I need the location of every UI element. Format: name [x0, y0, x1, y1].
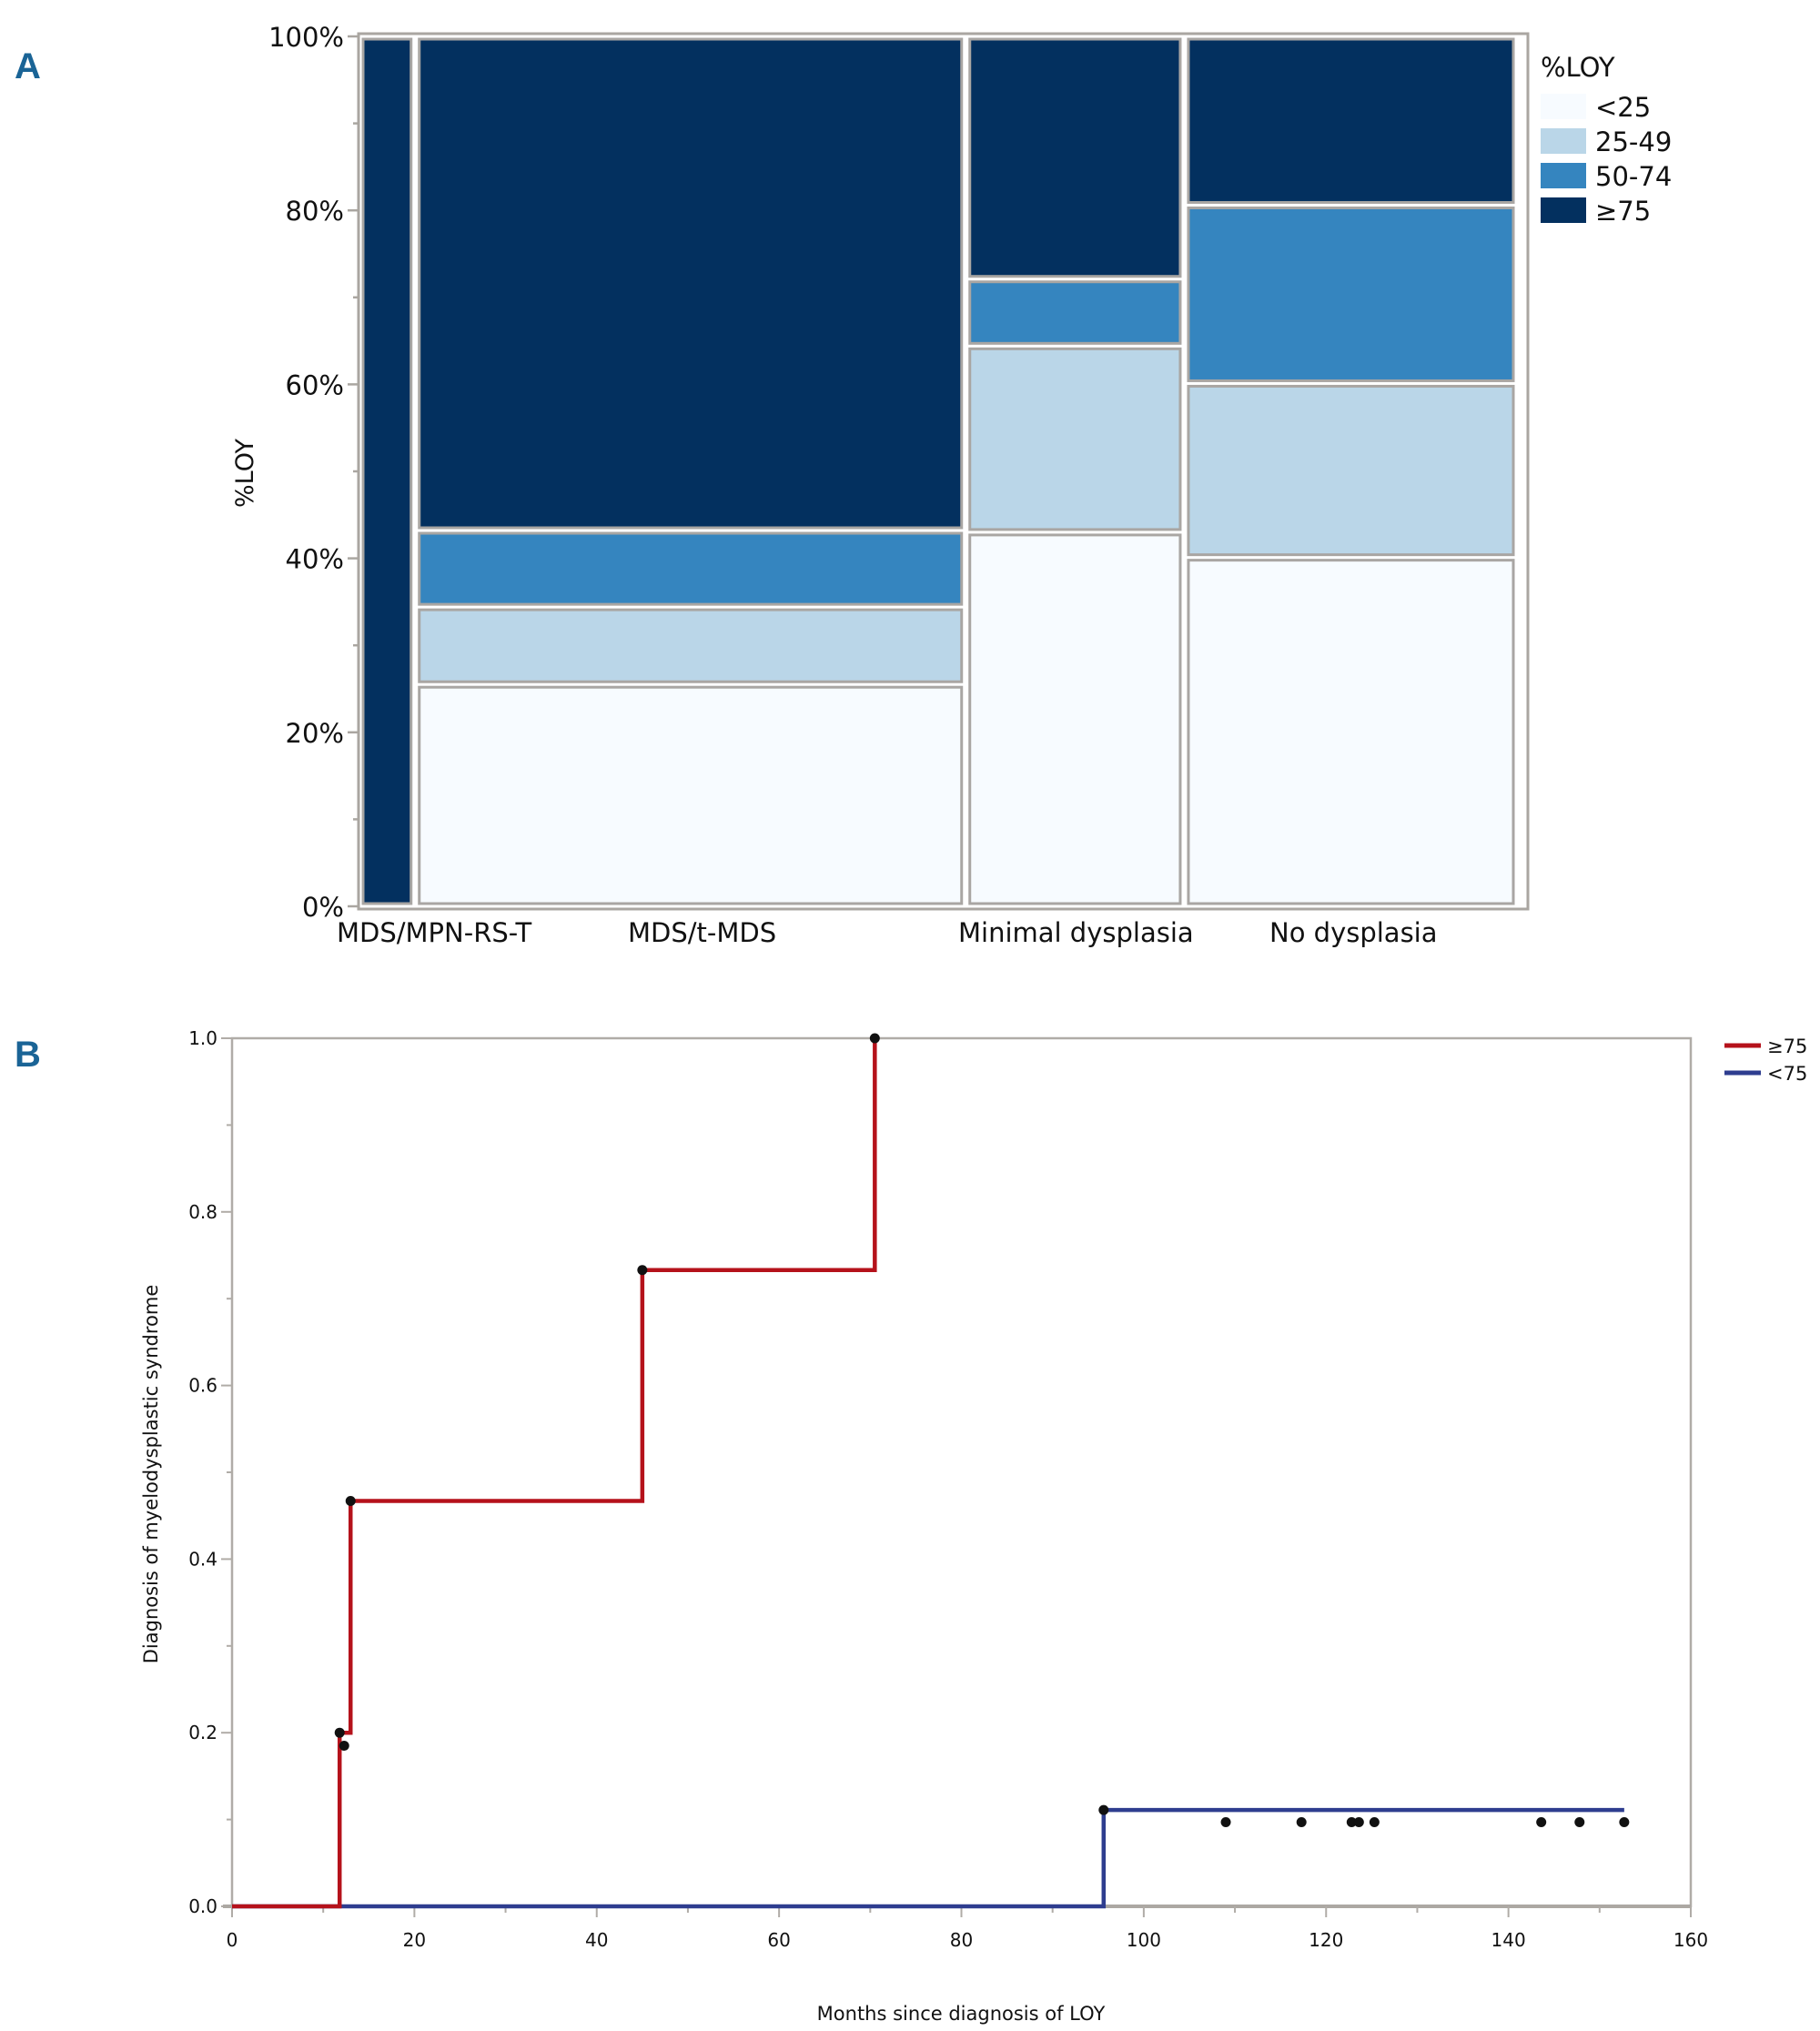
y-tick-label: 60%: [286, 369, 344, 400]
panel-b: B 0.0 0.2 0.4 0.6 0.8 1.0 0 20 40 60 80 100 120 140 1…: [15, 1027, 1807, 2025]
legend-label: 50-74: [1595, 161, 1672, 192]
x-axis-title: Months since diagnosis of LOY: [817, 2003, 1106, 2025]
y-tick-label: 100%: [268, 22, 344, 53]
y-tick-label: 0.2: [188, 1722, 217, 1743]
x-axis: MDS/MPN-RS-T MDS/t-MDS Minimal dysplasia No…: [337, 917, 1438, 948]
y-tick-label: 80%: [286, 196, 344, 227]
y-axis-title: %LOY: [231, 438, 259, 508]
censor-marker: [1574, 1816, 1585, 1827]
mosaic-cell: [418, 685, 964, 905]
mosaic-cell: [418, 531, 964, 606]
x-tick-label: 80: [950, 1929, 973, 1951]
x-tick-label: 140: [1491, 1929, 1526, 1951]
censor-marker: [1346, 1816, 1357, 1827]
legend-swatch: [1541, 94, 1586, 119]
legend-swatch: [1541, 128, 1586, 154]
censor-marker: [1296, 1816, 1307, 1827]
legend-label: <25: [1595, 92, 1651, 123]
mosaic-cells: [361, 37, 1515, 905]
mosaic-cell: [1187, 384, 1515, 557]
panel-a: A 0% 20% 40% 60% 80% 100% MDS/MPN-RS-T MDS/t-M…: [15, 22, 1672, 948]
legend-label: ≥75: [1595, 196, 1651, 227]
censor-marker: [1220, 1816, 1231, 1827]
x-tick-label: 100: [1127, 1929, 1161, 1951]
x-category-label: MDS/MPN-RS-T: [337, 917, 532, 948]
y-axis: 0% 20% 40% 60% 80% 100%: [268, 22, 360, 923]
legend-label: <75: [1767, 1063, 1807, 1085]
y-axis-title: Diagnosis of myelodysplastic syndrome: [140, 1285, 162, 1664]
panel-a-label: A: [15, 46, 41, 86]
mosaic-cell: [1187, 206, 1515, 382]
mosaic-cell: [361, 37, 413, 905]
x-axis: 0 20 40 60 80 100 120 140 160: [223, 1905, 1708, 1951]
x-category-label: No dysplasia: [1269, 917, 1438, 948]
censor-marker: [1098, 1804, 1109, 1815]
censor-marker: [345, 1495, 356, 1506]
mosaic-cell: [968, 280, 1182, 345]
y-tick-label: 0.6: [188, 1375, 217, 1397]
legend-title: %LOY: [1541, 52, 1615, 83]
y-tick-label: 0.8: [188, 1201, 217, 1223]
mosaic-cell: [1187, 559, 1515, 905]
plot-border: [230, 1036, 1693, 1908]
legend-label: 25-49: [1595, 126, 1672, 157]
mosaic-cell: [1187, 37, 1515, 204]
panel-b-label: B: [15, 1035, 41, 1075]
x-category-label: Minimal dysplasia: [958, 917, 1194, 948]
y-tick-label: 20%: [286, 718, 344, 749]
x-tick-label: 20: [403, 1929, 426, 1951]
series-lines: [232, 1038, 1624, 1909]
x-tick-label: 60: [767, 1929, 790, 1951]
mosaic-cell: [968, 533, 1182, 905]
mosaic-cell: [418, 37, 964, 530]
censor-marker: [339, 1741, 349, 1752]
censor-marker: [869, 1033, 880, 1044]
censor-marker: [637, 1265, 648, 1276]
series-line-ge75: [232, 1038, 877, 1909]
x-tick-label: 160: [1673, 1929, 1708, 1951]
y-tick-label: 0%: [302, 892, 344, 923]
y-tick-label: 40%: [286, 544, 344, 575]
mosaic-cell: [968, 347, 1182, 531]
mosaic-cell: [968, 37, 1182, 278]
y-tick-label: 0.0: [188, 1895, 217, 1917]
legend-swatch: [1541, 197, 1586, 223]
x-tick-label: 0: [227, 1929, 238, 1951]
x-tick-label: 40: [585, 1929, 608, 1951]
legend-label: ≥75: [1767, 1036, 1807, 1057]
y-tick-label: 0.4: [188, 1548, 217, 1570]
series-line-lt75: [232, 1807, 1624, 1909]
y-axis: 0.0 0.2 0.4 0.6 0.8 1.0: [188, 1027, 232, 1917]
censor-marker: [1536, 1816, 1547, 1827]
y-tick-label: 1.0: [188, 1027, 217, 1049]
censor-marker: [1619, 1816, 1630, 1827]
legend-swatch: [1541, 163, 1586, 188]
censor-marker: [334, 1727, 345, 1738]
legend: ≥75<75: [1724, 1036, 1807, 1085]
censor-marker: [1369, 1816, 1380, 1827]
mosaic-cell: [418, 608, 964, 683]
censor-marker: [1353, 1816, 1364, 1827]
x-category-label: MDS/t-MDS: [628, 917, 776, 948]
x-tick-label: 120: [1309, 1929, 1343, 1951]
censor-markers: [334, 1033, 1630, 1827]
plot-frame: [230, 1036, 1693, 1908]
